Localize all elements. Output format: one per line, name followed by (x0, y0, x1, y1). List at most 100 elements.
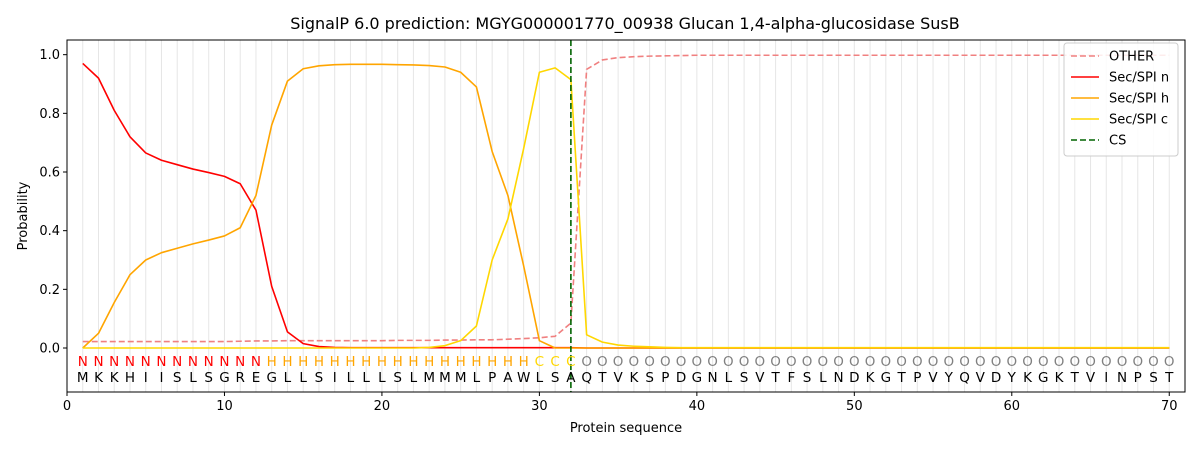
residue-label: P (1134, 370, 1142, 386)
region-label: N (78, 354, 88, 370)
residue-label: L (725, 370, 733, 386)
residue-label: L (347, 370, 355, 386)
residue-label: N (1117, 370, 1127, 386)
x-tick-label: 0 (63, 399, 71, 414)
x-tick-label: 10 (216, 399, 233, 414)
region-label: H (298, 354, 308, 370)
residue-label: S (740, 370, 749, 386)
region-label: H (408, 354, 418, 370)
residue-label: Y (944, 370, 954, 386)
region-label: O (1148, 354, 1159, 370)
region-label: H (282, 354, 292, 370)
region-label: O (629, 354, 640, 370)
series-line-sec-spi-n (82, 62, 1170, 349)
residue-label: N (834, 370, 844, 386)
residue-label: T (597, 370, 607, 386)
region-label: O (818, 354, 829, 370)
residue-label: D (991, 370, 1001, 386)
region-label: O (975, 354, 986, 370)
residue-label: I (333, 370, 337, 386)
legend-label: Sec/SPI h (1109, 92, 1169, 107)
residue-label: D (676, 370, 686, 386)
region-label: O (581, 354, 592, 370)
residue-label: G (692, 370, 702, 386)
region-label: H (361, 354, 371, 370)
residue-label: V (1086, 370, 1096, 386)
region-label: O (849, 354, 860, 370)
series-layer (82, 40, 1170, 392)
residue-label: S (551, 370, 560, 386)
residue-label: L (536, 370, 544, 386)
residue-label: T (1164, 370, 1174, 386)
y-axis-label: Probability (16, 181, 31, 250)
residue-label: A (503, 370, 513, 386)
residue-label: G (219, 370, 229, 386)
residue-label: M (439, 370, 451, 386)
region-label: O (896, 354, 907, 370)
residue-label: K (110, 370, 120, 386)
region-label: O (880, 354, 891, 370)
region-label: C (550, 354, 559, 370)
region-label: O (786, 354, 797, 370)
y-tick-label: 0.0 (39, 342, 60, 357)
y-tick-label: 1.0 (39, 48, 60, 63)
residue-label: P (488, 370, 496, 386)
region-label: O (723, 354, 734, 370)
region-label: O (928, 354, 939, 370)
residue-label: I (144, 370, 148, 386)
region-label: O (1054, 354, 1065, 370)
region-label: N (93, 354, 103, 370)
region-label: N (235, 354, 245, 370)
y-tick-label: 0.6 (39, 166, 60, 181)
region-label: O (802, 354, 813, 370)
region-label: O (1117, 354, 1128, 370)
y-tick-label: 0.2 (39, 283, 60, 298)
residue-label: K (629, 370, 639, 386)
region-label: H (393, 354, 403, 370)
region-label: H (519, 354, 529, 370)
residue-label: G (1038, 370, 1048, 386)
region-label: N (204, 354, 214, 370)
legend-box (1063, 42, 1179, 157)
region-label: H (456, 354, 466, 370)
residue-label: L (410, 370, 418, 386)
residue-label: S (315, 370, 324, 386)
residue-label: I (1104, 370, 1108, 386)
residue-label: L (378, 370, 386, 386)
region-label: C (535, 354, 544, 370)
region-label: O (912, 354, 923, 370)
region-label: O (660, 354, 671, 370)
legend: OTHER Sec/SPI n Sec/SPI h Sec/SPI c CS (1063, 42, 1179, 157)
region-label: O (1085, 354, 1096, 370)
region-label: H (377, 354, 387, 370)
residue-label: W (517, 370, 530, 386)
x-tick-label: 20 (374, 399, 391, 414)
region-label: H (424, 354, 434, 370)
residue-label: K (1055, 370, 1065, 386)
region-label: O (676, 354, 687, 370)
axis-ticks: 0 10 20 30 40 50 60 70 0.0 0.2 0.4 0.6 0.8 1.0 (39, 48, 1177, 414)
residue-label: H (125, 370, 135, 386)
grid (82, 40, 1170, 392)
y-tick-label: 0.8 (39, 107, 60, 122)
residue-label: Y (1007, 370, 1017, 386)
residue-label: Q (581, 370, 592, 386)
region-label: O (1038, 354, 1049, 370)
x-tick-label: 60 (1004, 399, 1021, 414)
residue-label: S (645, 370, 654, 386)
residue-label: A (566, 370, 576, 386)
region-label: O (1022, 354, 1033, 370)
region-label: O (833, 354, 844, 370)
x-tick-label: 50 (846, 399, 863, 414)
residue-label: T (770, 370, 780, 386)
region-label: O (959, 354, 970, 370)
x-tick-label: 40 (689, 399, 706, 414)
legend-label: Sec/SPI c (1109, 113, 1168, 128)
legend-label: OTHER (1109, 50, 1154, 65)
region-label: H (330, 354, 340, 370)
region-label: N (141, 354, 151, 370)
chart-title: SignalP 6.0 prediction: MGYG000001770_00… (290, 14, 959, 34)
region-label: O (692, 354, 703, 370)
residue-label: T (1070, 370, 1080, 386)
